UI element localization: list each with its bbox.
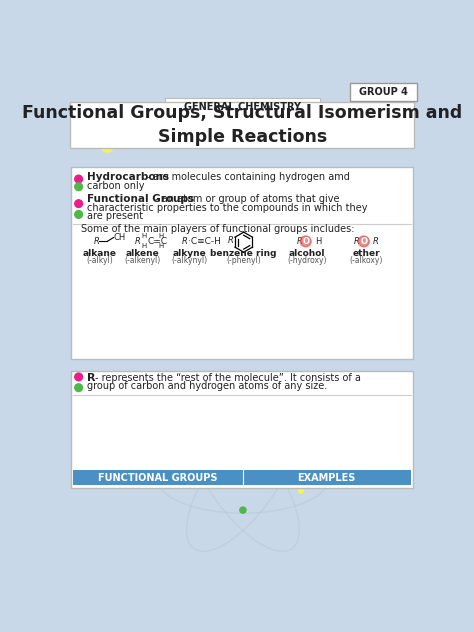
Text: Functional Groups: Functional Groups xyxy=(87,194,194,204)
Text: GENERAL CHEMISTRY: GENERAL CHEMISTRY xyxy=(184,102,301,112)
FancyBboxPatch shape xyxy=(70,102,414,149)
Circle shape xyxy=(101,140,113,152)
Text: H: H xyxy=(158,243,164,249)
Text: - an atom or group of atoms that give: - an atom or group of atoms that give xyxy=(152,194,340,204)
Text: H: H xyxy=(141,243,146,249)
FancyBboxPatch shape xyxy=(350,83,417,101)
Text: (-phenyl): (-phenyl) xyxy=(226,256,261,265)
Circle shape xyxy=(75,175,82,183)
Text: R: R xyxy=(296,237,302,246)
Circle shape xyxy=(299,489,303,493)
Circle shape xyxy=(75,200,82,207)
Text: (-alkyl): (-alkyl) xyxy=(86,256,113,265)
Text: (-alkenyl): (-alkenyl) xyxy=(125,256,161,265)
Text: Hydrocarbons: Hydrocarbons xyxy=(87,173,169,183)
FancyBboxPatch shape xyxy=(71,371,413,488)
Text: (-hydroxy): (-hydroxy) xyxy=(288,256,327,265)
FancyBboxPatch shape xyxy=(71,167,413,359)
Text: H: H xyxy=(158,233,164,239)
Circle shape xyxy=(75,210,82,218)
Circle shape xyxy=(240,444,246,450)
Text: Some of the main players of functional groups includes:: Some of the main players of functional g… xyxy=(81,224,355,234)
Circle shape xyxy=(300,236,311,246)
Text: alkyne: alkyne xyxy=(173,249,206,258)
Circle shape xyxy=(377,214,390,226)
Circle shape xyxy=(390,225,404,239)
Text: alkane: alkane xyxy=(82,249,117,258)
Circle shape xyxy=(275,472,281,477)
Text: - are molecules containing hydrogen amd: - are molecules containing hydrogen amd xyxy=(143,173,350,183)
Circle shape xyxy=(187,461,192,466)
Text: R: R xyxy=(93,237,99,246)
Text: alcohol: alcohol xyxy=(289,249,326,258)
Text: (-alkynyl): (-alkynyl) xyxy=(172,256,208,265)
Circle shape xyxy=(83,121,97,135)
Text: ether: ether xyxy=(352,249,380,258)
Circle shape xyxy=(206,477,212,482)
Circle shape xyxy=(266,234,274,241)
Text: carbon only: carbon only xyxy=(87,181,145,191)
Text: O: O xyxy=(360,237,367,246)
Text: EXAMPLES: EXAMPLES xyxy=(298,473,356,483)
Text: C=C: C=C xyxy=(147,237,168,246)
Circle shape xyxy=(358,236,369,246)
Circle shape xyxy=(373,232,394,253)
Circle shape xyxy=(239,291,247,298)
Circle shape xyxy=(202,258,208,264)
Circle shape xyxy=(75,373,82,380)
Text: alkene: alkene xyxy=(126,249,160,258)
Text: H: H xyxy=(141,233,146,239)
Text: R: R xyxy=(135,237,141,246)
Text: R: R xyxy=(354,237,360,246)
Text: O: O xyxy=(302,237,309,246)
Text: ·C≡C-H: ·C≡C-H xyxy=(188,237,221,246)
Text: H: H xyxy=(315,237,321,246)
Text: CH: CH xyxy=(113,233,126,242)
Circle shape xyxy=(362,225,376,239)
Text: - represents the “rest of the molecule”. It consists of a: - represents the “rest of the molecule”.… xyxy=(95,373,361,383)
FancyBboxPatch shape xyxy=(165,98,320,115)
Text: (-alkoxy): (-alkoxy) xyxy=(349,256,383,265)
Text: R: R xyxy=(182,237,188,246)
Text: GROUP 4: GROUP 4 xyxy=(359,87,408,97)
Circle shape xyxy=(240,507,246,513)
Circle shape xyxy=(240,226,246,231)
Circle shape xyxy=(286,274,292,281)
Circle shape xyxy=(75,183,82,191)
Text: R: R xyxy=(87,373,96,383)
FancyBboxPatch shape xyxy=(73,470,411,485)
Text: benzene ring: benzene ring xyxy=(210,249,277,258)
Text: characteristic properties to the compounds in which they: characteristic properties to the compoun… xyxy=(87,202,368,212)
Circle shape xyxy=(113,131,127,145)
Circle shape xyxy=(194,279,200,284)
Text: R: R xyxy=(228,236,234,245)
Text: Functional Groups, Structural Isomerism and
Simple Reactions: Functional Groups, Structural Isomerism … xyxy=(22,104,462,146)
Circle shape xyxy=(93,115,118,140)
Text: are present: are present xyxy=(87,211,143,221)
Text: FUNCTIONAL GROUPS: FUNCTIONAL GROUPS xyxy=(98,473,218,483)
Text: group of carbon and hydrogen atoms of any size.: group of carbon and hydrogen atoms of an… xyxy=(87,381,328,391)
Circle shape xyxy=(75,384,82,392)
Text: R: R xyxy=(373,237,378,246)
